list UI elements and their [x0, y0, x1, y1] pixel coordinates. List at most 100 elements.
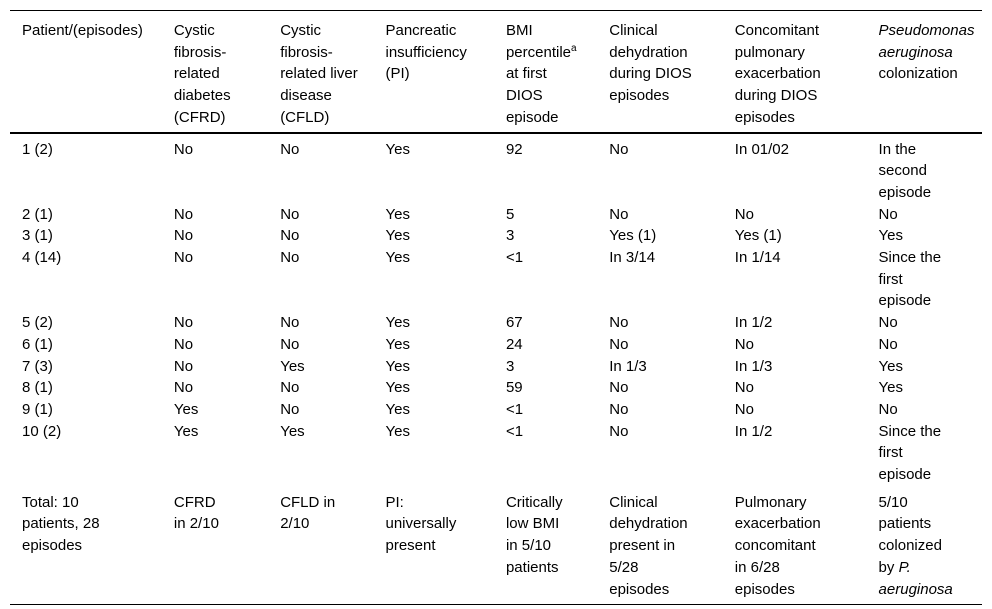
text-segment: episodes: [22, 537, 83, 555]
cell-line: DIOS: [506, 85, 593, 107]
table-cell: No: [268, 377, 373, 399]
cell-line: Yes: [385, 334, 489, 356]
text-segment: No: [173, 205, 194, 223]
cell-line: 5/10: [879, 492, 978, 514]
text-segment: universally: [385, 515, 457, 533]
text-segment: in 6/28: [734, 558, 780, 576]
cell-line: No: [174, 377, 264, 399]
text-segment: No: [173, 140, 194, 158]
text-segment: 6 (1): [22, 335, 53, 353]
text-segment: fibrosis-: [280, 43, 333, 61]
table-cell: 24: [494, 334, 597, 356]
cell-line: 4 (14): [22, 247, 158, 269]
text-segment: Cystic: [173, 22, 215, 39]
cell-line: No: [174, 312, 264, 334]
text-segment: No: [173, 227, 194, 245]
patient-row-2: 2 (1) No No Yes 5 No No No: [10, 204, 982, 226]
cell-line: Yes: [385, 356, 489, 378]
text-segment: Yes: [385, 379, 410, 397]
cell-line: CFRD: [174, 492, 264, 514]
cell-line: at first: [506, 63, 593, 85]
table-cell: No: [162, 356, 268, 378]
cell-line: percentilea: [506, 42, 593, 64]
table-cell: No: [162, 312, 268, 334]
cell-line: <1: [506, 399, 593, 421]
patient-row-7: 7 (3) No Yes Yes 3 In 1/3 In 1/3 Yes: [10, 356, 982, 378]
text-segment: <1: [505, 249, 524, 267]
table-cell: 3: [494, 356, 597, 378]
cell-line: episodes: [609, 579, 719, 601]
table-cell: Since the first episode: [867, 421, 982, 486]
cell-line: No: [609, 204, 719, 226]
table-cell: 5 (2): [10, 312, 162, 334]
total-cell: 5/10 patients colonized by P. aeruginosa: [867, 486, 982, 605]
cell-line: No: [280, 139, 369, 161]
cell-line: 2 (1): [22, 204, 158, 226]
cell-line: No: [879, 334, 978, 356]
cell-line: Pseudomonas: [879, 20, 978, 42]
text-segment: Critically: [505, 493, 563, 511]
text-segment: low BMI: [505, 515, 560, 533]
text-segment: disease: [280, 87, 332, 105]
total-cell: CFLD in 2/10: [268, 486, 373, 605]
text-segment: In 1/14: [734, 249, 781, 267]
text-segment: No: [609, 335, 629, 353]
text-segment: in 2/10: [173, 515, 219, 533]
cell-line: Yes: [385, 225, 489, 247]
cell-line: 67: [506, 312, 593, 334]
text-segment: Yes: [385, 400, 410, 418]
text-segment: 5/28: [609, 558, 639, 576]
text-segment: pulmonary: [734, 43, 805, 61]
cell-line: present in: [609, 535, 719, 557]
text-segment: Yes: [385, 357, 410, 375]
text-segment: Yes (1): [609, 227, 657, 245]
cell-line: Yes (1): [609, 225, 719, 247]
cell-line: insufficiency: [385, 42, 489, 64]
text-segment: percentile: [505, 43, 572, 61]
table-cell: 8 (1): [10, 377, 162, 399]
text-segment: In 1/3: [734, 357, 773, 375]
text-segment: No: [734, 379, 754, 397]
table-cell: No: [268, 225, 373, 247]
table-cell: In 1/14: [723, 247, 867, 312]
text-segment: patients: [878, 515, 932, 533]
text-segment: 8 (1): [22, 379, 53, 397]
text-segment: dehydration: [609, 515, 688, 533]
table-cell: Yes: [373, 133, 493, 204]
text-segment: 67: [505, 314, 523, 332]
table-cell: In 1/2: [723, 421, 867, 486]
cell-line: (CFRD): [174, 107, 264, 129]
cell-line: disease: [280, 85, 369, 107]
cell-line: Yes: [174, 399, 264, 421]
table-cell: Yes: [373, 399, 493, 421]
cell-line: patients: [506, 557, 593, 579]
text-segment: patients, 28: [22, 515, 100, 533]
cell-line: No: [280, 225, 369, 247]
table-cell: Yes: [867, 225, 982, 247]
table-cell: 5: [494, 204, 597, 226]
cell-line: PI:: [385, 492, 489, 514]
text-segment: No: [609, 379, 629, 397]
text-segment: Concomitant: [734, 22, 819, 39]
table-cell: No: [162, 334, 268, 356]
text-segment: episodes: [609, 87, 670, 105]
text-segment: Since the: [878, 422, 942, 440]
table-cell: 67: [494, 312, 597, 334]
cell-line: colonized: [879, 535, 978, 557]
cell-line: No: [174, 356, 264, 378]
cell-line: Yes: [385, 312, 489, 334]
text-segment: In 01/02: [734, 140, 789, 158]
text-segment: Pulmonary: [734, 493, 807, 511]
table-cell: Yes: [162, 399, 268, 421]
cell-line: colonization: [879, 63, 978, 85]
cell-line: Cystic: [174, 20, 264, 42]
cell-line: No: [280, 247, 369, 269]
text-segment: diabetes: [173, 87, 231, 105]
text-segment: BMI: [505, 22, 533, 39]
cell-line: No: [735, 204, 863, 226]
cell-line: dehydration: [609, 513, 719, 535]
text-segment: No: [878, 205, 898, 223]
cell-line: Concomitant: [735, 20, 863, 42]
cell-line: Since the: [879, 247, 978, 269]
